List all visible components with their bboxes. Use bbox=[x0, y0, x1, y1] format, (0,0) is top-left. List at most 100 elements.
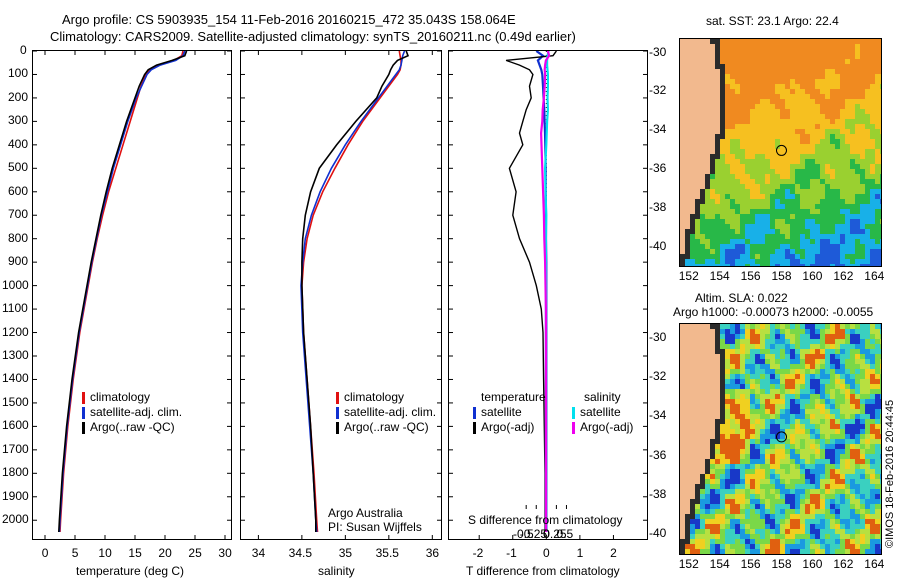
ocean-cell bbox=[845, 214, 850, 219]
ocean-cell bbox=[765, 544, 770, 549]
ocean-cell bbox=[835, 429, 840, 434]
ocean-cell bbox=[695, 524, 700, 529]
ocean-cell bbox=[775, 129, 780, 134]
ocean-cell bbox=[770, 339, 775, 344]
legend-swatch-black bbox=[82, 421, 85, 434]
ocean-cell bbox=[720, 184, 725, 189]
ocean-cell bbox=[790, 219, 795, 224]
ocean-cell bbox=[855, 409, 860, 414]
ocean-cell bbox=[820, 399, 825, 404]
ocean-cell bbox=[880, 204, 881, 209]
ocean-cell bbox=[730, 539, 735, 544]
ocean-cell bbox=[775, 379, 780, 384]
ocean-cell bbox=[875, 244, 880, 249]
ocean-cell bbox=[720, 204, 725, 209]
x-tick-label: 36 bbox=[425, 546, 440, 560]
ocean-cell bbox=[725, 369, 730, 374]
ocean-cell bbox=[845, 169, 850, 174]
ocean-cell bbox=[790, 354, 795, 359]
ocean-cell bbox=[825, 254, 830, 259]
coast-cell bbox=[710, 454, 715, 459]
ocean-cell bbox=[860, 404, 865, 409]
ocean-cell bbox=[810, 499, 815, 504]
ocean-cell bbox=[845, 544, 850, 549]
depth-tick-label: 1000 bbox=[2, 277, 29, 292]
land-cell bbox=[685, 59, 690, 64]
land-cell bbox=[695, 444, 700, 449]
ocean-cell bbox=[735, 414, 740, 419]
ocean-cell bbox=[745, 454, 750, 459]
ocean-cell bbox=[815, 159, 820, 164]
ocean-cell bbox=[775, 74, 780, 79]
ocean-cell bbox=[870, 454, 875, 459]
ocean-cell bbox=[825, 259, 830, 264]
land-cell bbox=[680, 159, 685, 164]
ocean-cell bbox=[725, 514, 730, 519]
ocean-cell bbox=[750, 44, 755, 49]
ocean-cell bbox=[775, 429, 780, 434]
ocean-cell bbox=[810, 389, 815, 394]
land-cell bbox=[690, 59, 695, 64]
ocean-cell bbox=[750, 469, 755, 474]
salinity-plot bbox=[241, 50, 441, 539]
ocean-cell bbox=[740, 534, 745, 539]
ocean-cell bbox=[730, 334, 735, 339]
lon-tick-label: 164 bbox=[864, 557, 885, 571]
ocean-cell bbox=[770, 244, 775, 249]
land-cell bbox=[680, 524, 685, 529]
ocean-cell bbox=[845, 99, 850, 104]
ocean-cell bbox=[775, 169, 780, 174]
ocean-cell bbox=[730, 544, 735, 549]
coast-cell bbox=[715, 329, 720, 334]
difference-plot bbox=[449, 50, 647, 539]
ocean-cell bbox=[715, 534, 720, 539]
ocean-cell bbox=[710, 249, 715, 254]
ocean-cell bbox=[720, 504, 725, 509]
ocean-cell bbox=[845, 439, 850, 444]
ocean-cell bbox=[880, 39, 881, 44]
ocean-cell bbox=[810, 324, 815, 329]
ocean-cell bbox=[760, 169, 765, 174]
ocean-cell bbox=[810, 379, 815, 384]
ocean-cell bbox=[805, 549, 810, 554]
ocean-cell bbox=[790, 119, 795, 124]
ocean-cell bbox=[860, 239, 865, 244]
ocean-cell bbox=[720, 264, 725, 266]
ocean-cell bbox=[780, 54, 785, 59]
ocean-cell bbox=[715, 169, 720, 174]
ocean-cell bbox=[795, 444, 800, 449]
land-cell bbox=[700, 429, 705, 434]
ocean-cell bbox=[755, 514, 760, 519]
ocean-cell bbox=[810, 229, 815, 234]
land-cell bbox=[700, 329, 705, 334]
ocean-cell bbox=[835, 474, 840, 479]
land-cell bbox=[685, 494, 690, 499]
ocean-cell bbox=[830, 229, 835, 234]
ocean-cell bbox=[775, 479, 780, 484]
ocean-cell bbox=[760, 549, 765, 554]
coast-cell bbox=[680, 549, 685, 554]
ocean-cell bbox=[790, 239, 795, 244]
ocean-cell bbox=[845, 519, 850, 524]
ocean-cell bbox=[840, 154, 845, 159]
ocean-cell bbox=[745, 239, 750, 244]
ocean-cell bbox=[735, 64, 740, 69]
ocean-cell bbox=[760, 79, 765, 84]
ocean-cell bbox=[765, 54, 770, 59]
ocean-cell bbox=[840, 524, 845, 529]
ocean-cell bbox=[785, 464, 790, 469]
ocean-cell bbox=[830, 79, 835, 84]
ocean-cell bbox=[740, 49, 745, 54]
ocean-cell bbox=[735, 264, 740, 266]
land-cell bbox=[705, 359, 710, 364]
ocean-cell bbox=[785, 89, 790, 94]
ocean-cell bbox=[830, 109, 835, 114]
ocean-cell bbox=[860, 259, 865, 264]
ocean-cell bbox=[750, 479, 755, 484]
ocean-cell bbox=[760, 499, 765, 504]
ocean-cell bbox=[750, 174, 755, 179]
legend-swatch-black bbox=[473, 421, 476, 434]
ocean-cell bbox=[735, 139, 740, 144]
ocean-cell bbox=[745, 404, 750, 409]
ocean-cell bbox=[785, 39, 790, 44]
